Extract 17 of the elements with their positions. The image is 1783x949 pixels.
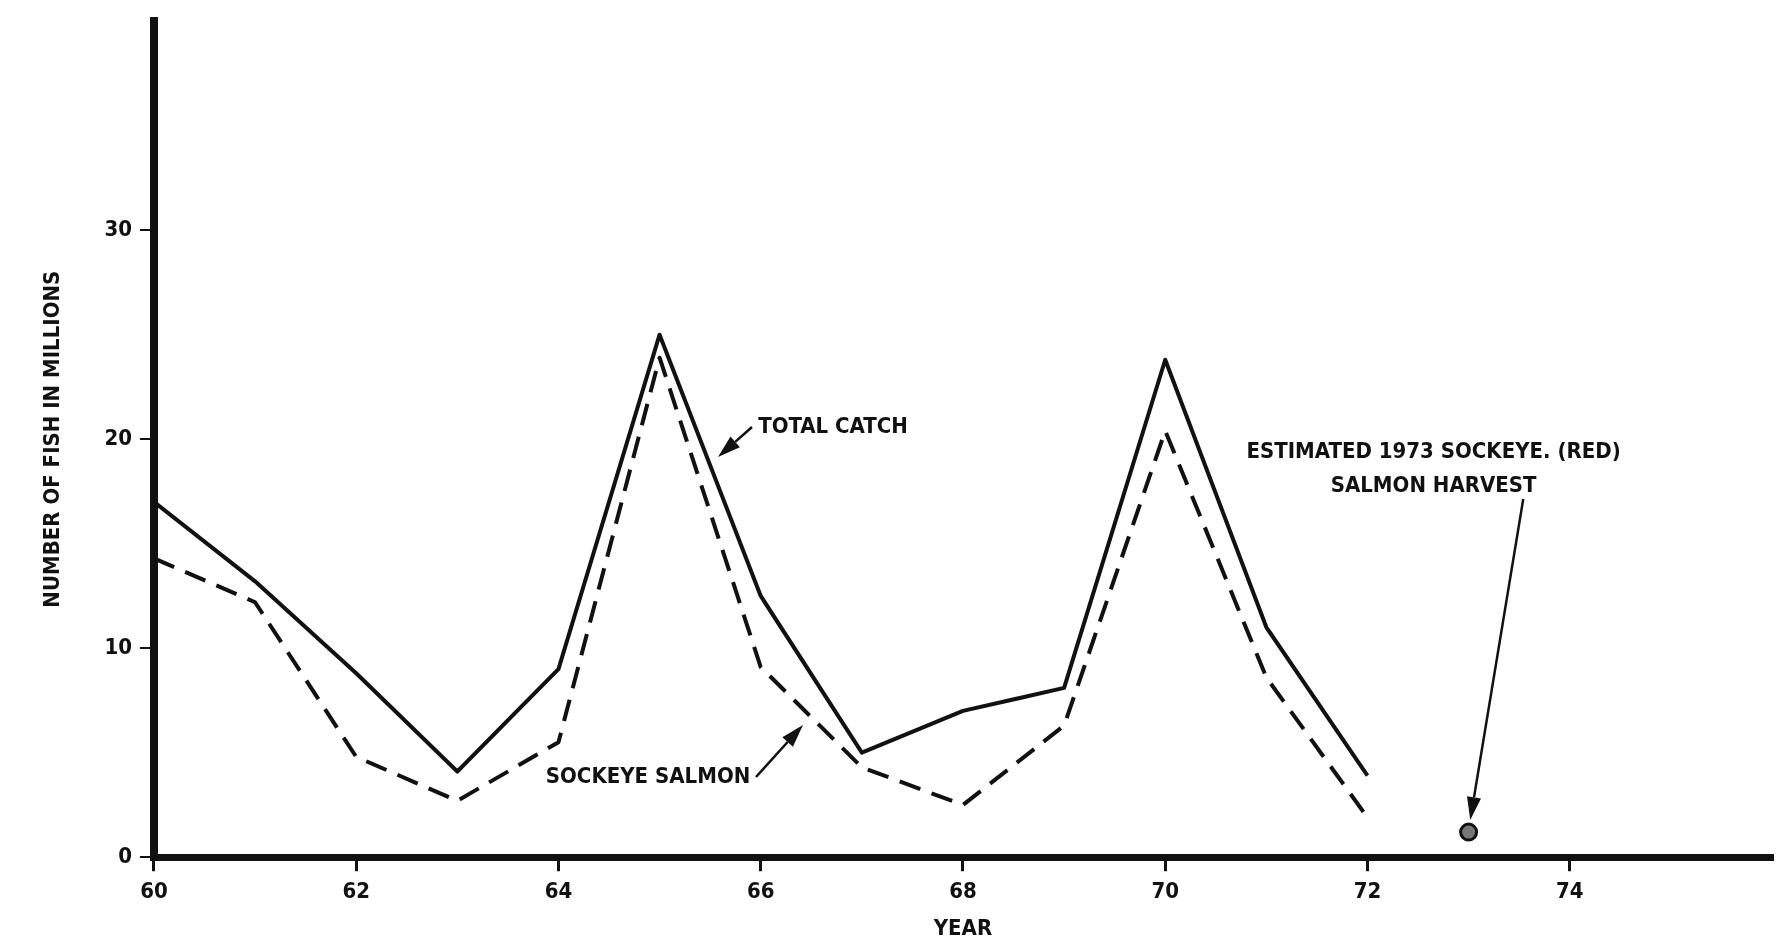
- annotation: ESTIMATED 1973 SOCKEYE. (RED) SALMON HARVEST: [1246, 437, 1621, 497]
- x-axis-title: YEAR: [932, 914, 993, 940]
- x-tick-label: 74: [1555, 878, 1584, 904]
- legend-label: TOTAL CATCH: [758, 413, 908, 439]
- x-tick-label: 70: [1151, 878, 1179, 904]
- x-tick-label: 72: [1353, 878, 1382, 904]
- x-tick-label: 64: [544, 878, 573, 904]
- x-tick-label: 66: [746, 878, 775, 904]
- x-tick-label: 68: [949, 878, 977, 904]
- y-tick-label: 20: [104, 424, 132, 450]
- y-tick-label: 30: [104, 215, 132, 241]
- y-axis-title: NUMBER OF FISH IN MILLIONS: [38, 270, 64, 608]
- x-tick-label: 62: [342, 878, 370, 904]
- x-tick-label: 60: [140, 878, 168, 904]
- y-tick-label: 10: [104, 633, 132, 659]
- series-label: SOCKEYE SALMON: [545, 762, 751, 788]
- y-tick-label: 0: [118, 842, 132, 868]
